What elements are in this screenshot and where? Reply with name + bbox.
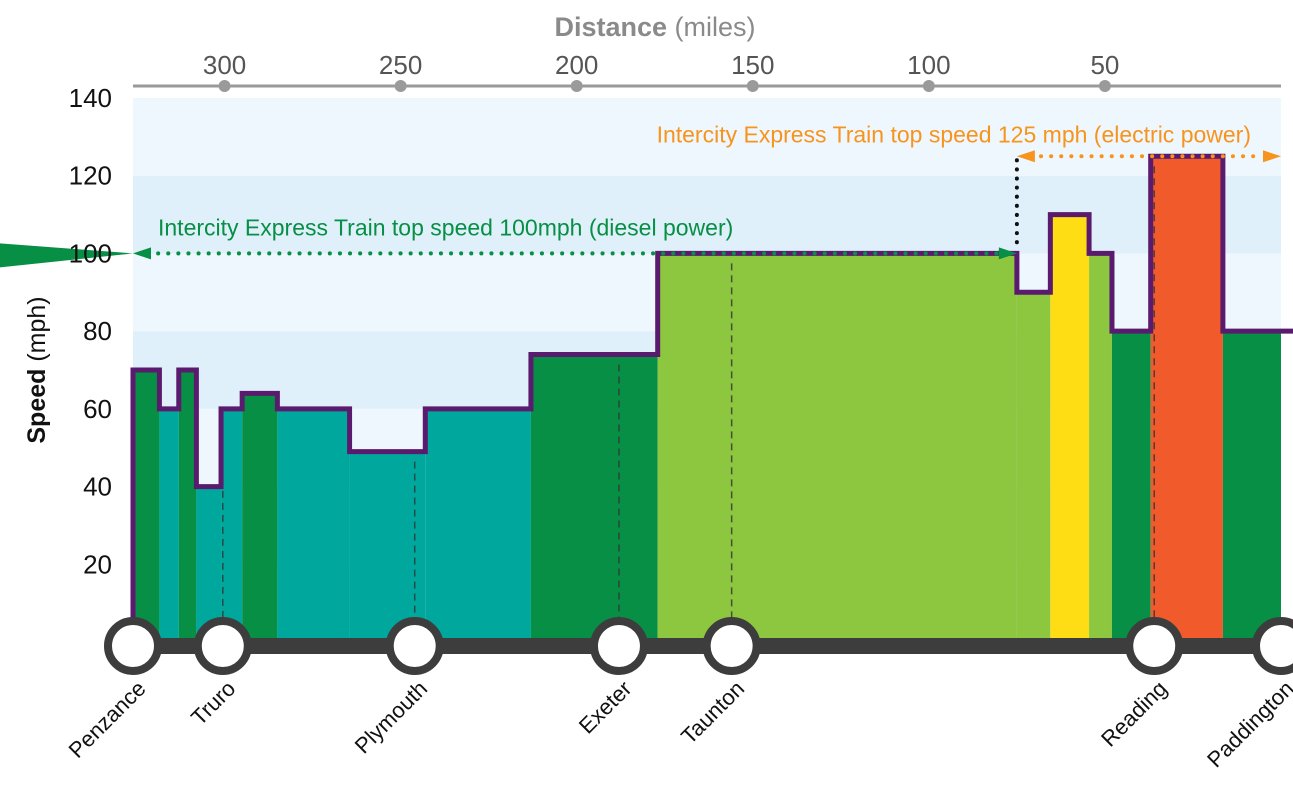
station-label: Taunton xyxy=(676,676,749,749)
speed-segment xyxy=(133,370,160,642)
distance-tick-dot xyxy=(570,80,583,92)
distance-axis-title-bold: Distance xyxy=(554,12,667,42)
distance-axis-title: Distance (miles) xyxy=(554,12,755,42)
diesel-annotation: Intercity Express Train top speed 100mph… xyxy=(158,214,733,240)
speed-axis-title-bold: Speed xyxy=(23,369,51,444)
station-guide-lines xyxy=(222,166,1155,624)
speed-segment xyxy=(277,408,350,642)
speed-segment xyxy=(1150,156,1223,643)
speed-segment xyxy=(196,486,222,642)
distance-tick-dot xyxy=(922,80,935,92)
station-marker xyxy=(589,617,648,675)
distance-tick-dot xyxy=(1098,80,1111,92)
speed-segment xyxy=(1222,331,1281,642)
station-label: Paddington xyxy=(1202,676,1293,772)
diesel-pointer-icon xyxy=(0,243,133,268)
railway-track: Penzance Truro Plymouth Exeter Taunton Readin… xyxy=(64,617,1293,772)
diesel-arrow-left-icon xyxy=(133,247,151,260)
background-band xyxy=(133,98,1281,176)
speed-tick-label: 60 xyxy=(83,394,112,424)
speed-limit-line xyxy=(130,153,1293,642)
distance-tick-dot xyxy=(394,80,407,92)
speed-segment xyxy=(530,354,658,642)
station-marker xyxy=(702,617,761,675)
electric-annotation: Intercity Express Train top speed 125 mp… xyxy=(657,121,1251,147)
station-label: Penzance xyxy=(64,676,151,763)
speed-tick-label: 120 xyxy=(69,161,112,191)
station-marker xyxy=(385,617,444,675)
speed-axis: 20 40 60 80 100 120 140 xyxy=(69,83,112,579)
speed-areas xyxy=(133,156,1281,643)
speed-axis-title-unit: (mph) xyxy=(23,296,51,368)
speed-tick-label: 140 xyxy=(69,83,112,113)
diesel-arrow-right-icon xyxy=(998,247,1017,260)
station-label: Reading xyxy=(1096,676,1172,752)
distance-tick-dot xyxy=(218,80,231,92)
electric-arrow-right-icon xyxy=(1263,150,1281,163)
track-bar xyxy=(110,638,1293,654)
speed-tick-label: 100 xyxy=(69,238,112,268)
speed-segment xyxy=(425,408,531,642)
station-marker xyxy=(1252,617,1293,675)
distance-axis: 300 250 200 150 100 50 xyxy=(133,50,1281,92)
station-label: Exeter xyxy=(574,676,637,739)
speed-segment xyxy=(349,451,426,642)
speed-segment xyxy=(1089,253,1112,642)
top-speed-annotations: Intercity Express Train top speed 100mph… xyxy=(0,121,1281,268)
speed-segment xyxy=(221,408,243,642)
speed-segment xyxy=(1016,292,1051,642)
distance-axis-title-unit: (miles) xyxy=(667,12,756,42)
speed-segment xyxy=(242,393,278,642)
speed-tick-label: 40 xyxy=(83,472,112,502)
station-marker xyxy=(1125,617,1184,675)
speed-segment xyxy=(1111,331,1151,642)
speed-tick-label: 80 xyxy=(83,316,112,346)
distance-tick-label: 150 xyxy=(731,50,774,80)
distance-tick-label: 250 xyxy=(379,50,422,80)
electric-arrow-left-icon xyxy=(1016,150,1035,163)
speed-segment xyxy=(1050,214,1090,643)
speed-axis-title: Speed (mph) xyxy=(23,296,51,443)
distance-tick-dot xyxy=(746,80,759,92)
station-label: Plymouth xyxy=(350,676,433,759)
station-marker xyxy=(193,617,252,675)
speed-segment xyxy=(159,408,179,642)
distance-tick-label: 200 xyxy=(555,50,598,80)
distance-tick-label: 100 xyxy=(907,50,950,80)
distance-tick-label: 300 xyxy=(203,50,246,80)
speed-tick-label: 20 xyxy=(83,549,112,579)
speed-segment xyxy=(178,370,197,642)
station-label: Truro xyxy=(186,676,240,730)
speed-segment xyxy=(657,253,1017,642)
distance-tick-label: 50 xyxy=(1090,50,1119,80)
station-marker xyxy=(104,617,162,675)
